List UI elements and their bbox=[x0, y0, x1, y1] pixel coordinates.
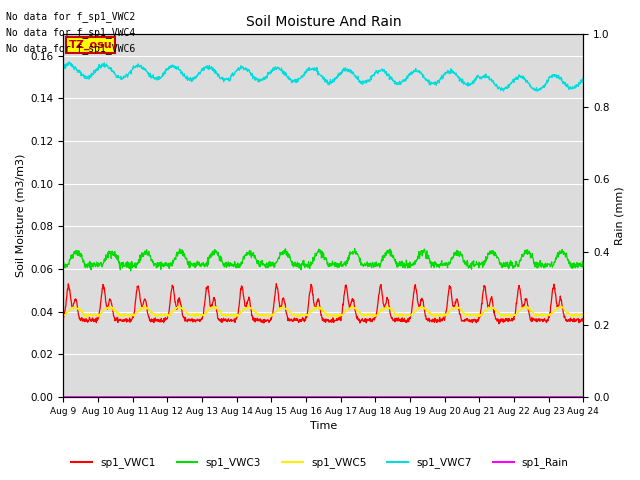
sp1_Rain bbox=[300, 394, 308, 400]
Line: sp1_VWC7: sp1_VWC7 bbox=[63, 62, 583, 91]
sp1_VWC7 bbox=[500, 88, 508, 94]
Line: sp1_VWC3: sp1_VWC3 bbox=[63, 249, 583, 271]
sp1_VWC3 bbox=[351, 246, 358, 252]
sp1_VWC7 bbox=[60, 66, 67, 72]
sp1_VWC7 bbox=[356, 78, 364, 84]
sp1_VWC7 bbox=[65, 59, 73, 65]
sp1_VWC5 bbox=[301, 312, 308, 318]
sp1_VWC3 bbox=[60, 259, 67, 265]
sp1_VWC5 bbox=[60, 312, 67, 318]
Line: sp1_VWC1: sp1_VWC1 bbox=[63, 284, 583, 324]
Text: No data for f_sp1_VWC4: No data for f_sp1_VWC4 bbox=[6, 27, 136, 38]
sp1_VWC1 bbox=[356, 316, 364, 322]
sp1_VWC7 bbox=[579, 74, 587, 80]
sp1_VWC3 bbox=[280, 251, 288, 256]
Legend: sp1_VWC1, sp1_VWC3, sp1_VWC5, sp1_VWC7, sp1_Rain: sp1_VWC1, sp1_VWC3, sp1_VWC5, sp1_VWC7, … bbox=[67, 453, 573, 472]
sp1_VWC7 bbox=[301, 70, 308, 75]
sp1_VWC5 bbox=[100, 307, 108, 313]
sp1_VWC5 bbox=[579, 312, 587, 318]
sp1_VWC1 bbox=[121, 318, 129, 324]
sp1_VWC3 bbox=[127, 268, 134, 274]
sp1_Rain bbox=[280, 394, 288, 400]
sp1_VWC1 bbox=[273, 281, 280, 287]
sp1_VWC3 bbox=[100, 260, 108, 266]
sp1_VWC5 bbox=[334, 314, 342, 320]
sp1_VWC5 bbox=[140, 303, 147, 309]
sp1_VWC3 bbox=[291, 259, 299, 265]
sp1_VWC5 bbox=[356, 309, 364, 314]
sp1_VWC1 bbox=[100, 284, 108, 289]
sp1_VWC1 bbox=[280, 299, 288, 305]
sp1_Rain bbox=[291, 394, 298, 400]
sp1_VWC1 bbox=[60, 316, 67, 322]
Text: No data for f_sp1_VWC2: No data for f_sp1_VWC2 bbox=[6, 11, 136, 22]
sp1_VWC5 bbox=[121, 312, 129, 318]
sp1_VWC7 bbox=[280, 72, 288, 78]
Text: TZ_osu: TZ_osu bbox=[69, 40, 113, 50]
sp1_VWC5 bbox=[291, 312, 299, 318]
sp1_VWC3 bbox=[356, 256, 364, 262]
Y-axis label: Rain (mm): Rain (mm) bbox=[615, 186, 625, 245]
sp1_VWC7 bbox=[122, 74, 129, 80]
Line: sp1_VWC5: sp1_VWC5 bbox=[63, 306, 583, 317]
sp1_VWC3 bbox=[579, 265, 587, 271]
sp1_VWC1 bbox=[291, 317, 299, 323]
sp1_Rain bbox=[121, 394, 129, 400]
sp1_Rain bbox=[100, 394, 108, 400]
sp1_VWC1 bbox=[495, 321, 503, 326]
sp1_VWC1 bbox=[579, 316, 587, 322]
sp1_VWC5 bbox=[280, 304, 288, 310]
X-axis label: Time: Time bbox=[310, 421, 337, 432]
sp1_Rain bbox=[579, 394, 587, 400]
sp1_VWC1 bbox=[301, 319, 308, 324]
sp1_Rain bbox=[355, 394, 363, 400]
sp1_VWC3 bbox=[301, 261, 308, 267]
sp1_VWC7 bbox=[291, 77, 299, 83]
Title: Soil Moisture And Rain: Soil Moisture And Rain bbox=[246, 15, 401, 29]
Y-axis label: Soil Moisture (m3/m3): Soil Moisture (m3/m3) bbox=[15, 154, 25, 277]
sp1_Rain bbox=[60, 394, 67, 400]
sp1_VWC7 bbox=[100, 62, 108, 68]
Text: No data for f_sp1_VWC6: No data for f_sp1_VWC6 bbox=[6, 43, 136, 54]
sp1_VWC3 bbox=[121, 263, 129, 268]
